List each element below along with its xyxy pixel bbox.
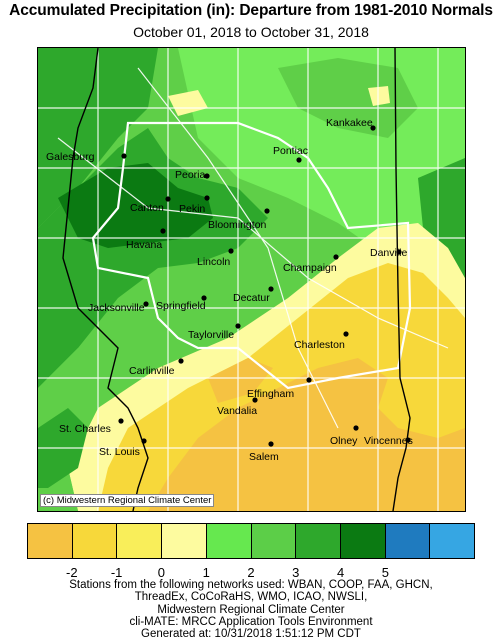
legend-label-3: 1 (202, 565, 210, 580)
city-label-peoria: Peoria (175, 169, 206, 181)
city-label-canton: Canton (130, 202, 164, 214)
city-label-havana: Havana (126, 239, 162, 251)
city-label-danville: Danville (370, 247, 408, 259)
legend-label-1: -1 (110, 565, 123, 580)
city-dot-kankakee (370, 125, 376, 131)
legend-swatch-4 (206, 524, 252, 558)
city-label-st-charles: St. Charles (59, 423, 111, 435)
legend-label-2: 0 (157, 565, 166, 580)
legend-swatch-8 (385, 524, 431, 558)
legend-swatch-0 (28, 524, 73, 558)
city-dot-vandalia (252, 397, 258, 403)
footer-line-2: ThreadEx, CoCoRaHS, WMO, ICAO, NWSLI, (134, 591, 368, 604)
footer-notes: Stations from the following networks use… (0, 579, 502, 640)
city-dot-canton (165, 196, 171, 202)
city-label-bloomington: Bloomington (208, 219, 267, 231)
legend-label-6: 4 (336, 565, 345, 580)
state-boundary-east (392, 48, 411, 511)
city-label-pekin: Pekin (179, 203, 205, 215)
field-orange (148, 358, 465, 511)
county-lines (38, 48, 465, 511)
city-label-taylorville: Taylorville (188, 329, 234, 341)
field-dark-green-east (418, 158, 465, 278)
footer-line-1: Stations from the following networks use… (69, 579, 433, 591)
city-dot-bloomington (264, 208, 270, 214)
region-boundary (91, 121, 412, 390)
city-label-decatur: Decatur (233, 292, 270, 304)
city-label-champaign: Champaign (283, 262, 337, 274)
map-canvas: Kankakee Galesburg Pontiac Peoria Canton Peki… (38, 48, 465, 511)
city-dot-taylorville (235, 323, 241, 329)
precipitation-map: Kankakee Galesburg Pontiac Peoria Canton Peki… (37, 47, 466, 512)
city-label-pontiac: Pontiac (273, 145, 308, 157)
field-pale-yellow-ne (368, 86, 390, 106)
city-label-salem: Salem (249, 451, 279, 463)
city-dot-decatur (268, 286, 274, 292)
city-dot-jacksonville (143, 301, 149, 307)
city-dot-danville (396, 249, 402, 255)
color-legend (27, 523, 475, 559)
legend-cells (27, 523, 475, 559)
city-label-jacksonville: Jacksonville (88, 302, 145, 314)
city-dot-galesburg (121, 153, 127, 159)
city-label-kankakee: Kankakee (326, 117, 373, 129)
legend-labels: -2 -1 0 1 2 3 4 5 (27, 565, 475, 581)
city-dot-champaign (333, 254, 339, 260)
city-dot-havana (160, 228, 166, 234)
city-dot-olney (353, 425, 359, 431)
city-label-olney: Olney (330, 435, 358, 447)
state-boundary-west (62, 48, 149, 511)
city-dot-peoria (204, 173, 210, 179)
legend-swatch-6 (296, 524, 341, 558)
legend-swatch-2 (117, 524, 163, 558)
city-dot-lincoln (228, 248, 234, 254)
city-label-carlinville: Carlinville (129, 365, 175, 377)
city-label-galesburg: Galesburg (46, 151, 95, 163)
city-label-st-louis: St. Louis (99, 446, 140, 458)
legend-label-7: 5 (381, 565, 390, 580)
city-dot-effingham (306, 377, 312, 383)
footer-line-5: Generated at: 10/31/2018 1:51:12 PM CDT (141, 628, 361, 641)
footer-line-3: Midwestern Regional Climate Center (157, 603, 345, 616)
legend-swatch-7 (340, 524, 386, 558)
city-label-vandalia: Vandalia (217, 405, 257, 417)
map-credit: (c) Midwestern Regional Climate Center (40, 494, 215, 507)
city-dot-salem (268, 441, 274, 447)
city-dot-st-charles (118, 418, 124, 424)
map-subtitle: October 01, 2018 to October 31, 2018 (133, 24, 369, 40)
city-dot-pontiac (296, 157, 302, 163)
city-dot-springfield (201, 295, 207, 301)
city-dot-charleston (343, 331, 349, 337)
city-markers: Kankakee Galesburg Pontiac Peoria Canton Peki… (46, 117, 413, 463)
city-label-vincennes: Vincennes (364, 435, 413, 447)
field-orange-west (208, 358, 273, 403)
legend-label-5: 3 (292, 565, 300, 580)
legend-label-0: -2 (66, 565, 78, 580)
footer-line-4: cli-MATE: MRCC Application Tools Environ… (129, 615, 373, 628)
city-dot-vincennes (405, 437, 411, 443)
legend-swatch-5 (251, 524, 297, 558)
city-label-charleston: Charleston (294, 339, 345, 351)
city-dot-carlinville (178, 358, 184, 364)
legend-swatch-9 (430, 524, 475, 558)
legend-label-4: 2 (247, 565, 255, 580)
city-label-springfield: Springfield (156, 300, 206, 312)
city-dot-pekin (204, 195, 210, 201)
city-dot-st-louis (141, 438, 147, 444)
legend-swatch-1 (72, 524, 118, 558)
city-label-lincoln: Lincoln (197, 256, 230, 268)
map-title: Accumulated Precipitation (in): Departur… (9, 2, 493, 19)
field-pale-yellow-north (168, 90, 208, 116)
field-medium-green-ne (278, 58, 418, 138)
legend-swatch-3 (162, 524, 207, 558)
field-darkest-green (58, 163, 213, 248)
city-label-effingham: Effingham (247, 388, 294, 400)
